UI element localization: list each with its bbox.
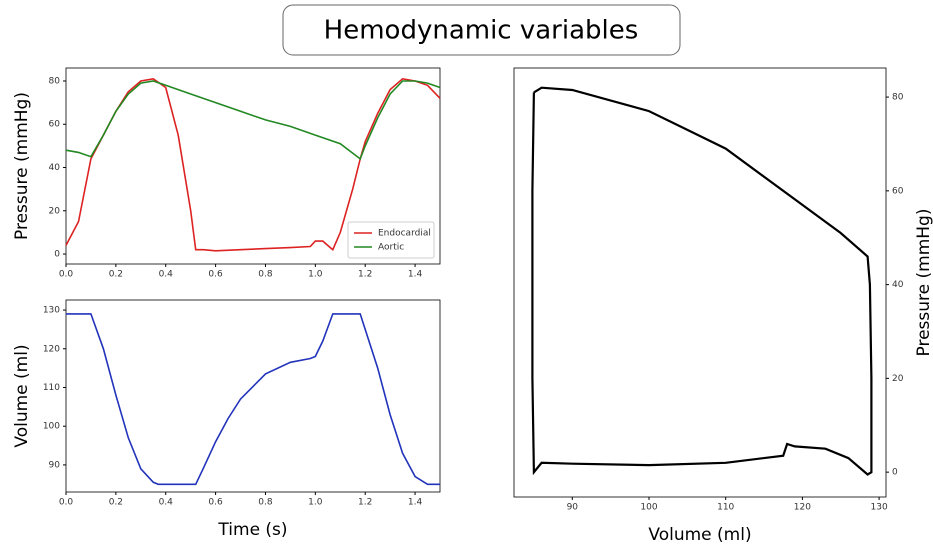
legend-box: [347, 221, 435, 259]
x-tick-label: 130: [871, 503, 888, 513]
plot-frame: [513, 67, 887, 498]
x-tick-label: 0.6: [208, 270, 223, 280]
legend-label: Endocardial: [378, 229, 431, 239]
y-tick-label: 120: [43, 344, 60, 354]
x-tick-label: 0.0: [59, 498, 74, 508]
title-box: [282, 4, 681, 56]
y-tick-label: 60: [892, 186, 904, 196]
data-line: [531, 86, 873, 476]
x-tick-label: 0.6: [208, 498, 223, 508]
y-axis-label: Pressure (mmHg): [12, 92, 32, 240]
x-tick-label: 1.0: [308, 270, 323, 280]
y-tick-label: 20: [892, 374, 904, 384]
plot-frame: [65, 67, 441, 265]
y-tick-label: 0: [892, 468, 898, 478]
x-axis-label: Time (s): [217, 520, 287, 540]
y-tick-label: 40: [892, 280, 904, 290]
x-tick-label: 120: [794, 503, 811, 513]
x-tick-label: 1.4: [408, 498, 423, 508]
x-tick-label: 0.4: [159, 270, 174, 280]
figure-title: Hemodynamic variables: [324, 16, 639, 46]
x-axis-label: Volume (ml): [648, 525, 751, 545]
y-tick-label: 100: [43, 422, 60, 432]
x-tick-label: 1.2: [358, 270, 372, 280]
x-tick-label: 1.0: [308, 498, 323, 508]
x-tick-label: 1.4: [408, 270, 423, 280]
x-tick-label: 0.2: [109, 270, 123, 280]
plot-frame: [65, 299, 441, 493]
y-tick-label: 80: [892, 93, 904, 103]
x-tick-label: 100: [640, 503, 657, 513]
x-tick-label: 0.4: [159, 498, 174, 508]
x-tick-label: 90: [567, 503, 579, 513]
y-axis-label: Volume (ml): [12, 344, 32, 447]
y-tick-label: 130: [43, 306, 60, 316]
x-tick-label: 1.2: [358, 498, 372, 508]
y-tick-label: 0: [54, 250, 60, 260]
y-tick-label: 20: [49, 206, 61, 216]
legend-label: Aortic: [378, 243, 404, 253]
x-tick-label: 0.2: [109, 498, 123, 508]
y-tick-label: 40: [49, 163, 61, 173]
data-line: [65, 80, 441, 161]
y-tick-label: 90: [49, 460, 61, 470]
y-tick-label: 110: [43, 383, 60, 393]
x-tick-label: 110: [717, 503, 734, 513]
x-tick-label: 0.0: [59, 270, 74, 280]
y-axis-label: Pressure (mmHg): [914, 209, 933, 357]
data-line: [65, 77, 441, 252]
x-tick-label: 0.8: [258, 498, 273, 508]
data-line: [66, 313, 440, 486]
x-tick-label: 0.8: [258, 270, 273, 280]
y-tick-label: 60: [49, 120, 61, 130]
y-tick-label: 80: [49, 76, 61, 86]
